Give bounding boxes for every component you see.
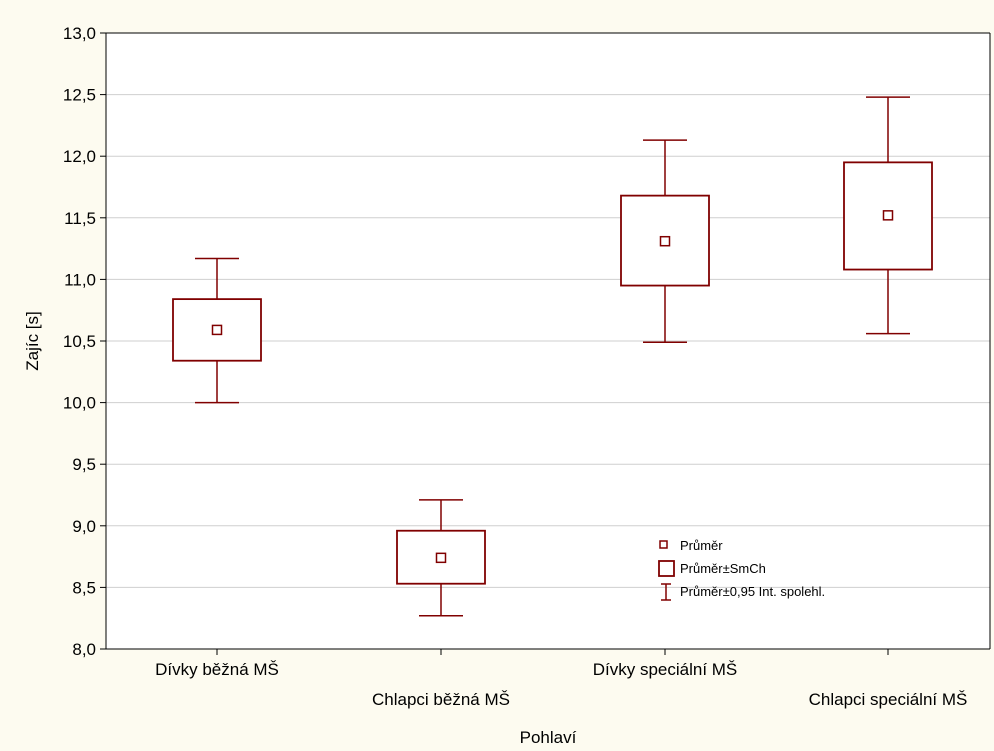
y-tick-label: 8,5 xyxy=(72,578,96,597)
y-tick-label: 8,0 xyxy=(72,640,96,659)
y-tick-label: 13,0 xyxy=(63,24,96,43)
box-group xyxy=(172,257,262,404)
y-tick-label: 12,0 xyxy=(63,147,96,166)
mean-marker xyxy=(211,324,223,336)
box-group xyxy=(843,96,933,335)
se-box xyxy=(396,529,486,585)
box-series xyxy=(172,96,933,617)
y-tick-label: 10,5 xyxy=(63,332,96,351)
y-axis-title: Zajíc [s] xyxy=(23,311,42,371)
x-axis: Dívky běžná MŠ Chlapci běžná MŠ Dívky spec… xyxy=(155,649,967,709)
legend-mean-label: Průměr xyxy=(680,538,723,553)
x-tick-label: Chlapci běžná MŠ xyxy=(372,690,510,709)
gridlines xyxy=(106,94,990,588)
legend-item-mean: Průměr xyxy=(659,538,723,553)
legend-ci-swatch xyxy=(661,583,671,601)
x-tick-label: Chlapci speciální MŠ xyxy=(809,690,968,709)
box-group xyxy=(396,499,486,617)
y-tick-label: 12,5 xyxy=(63,86,96,105)
x-tick-label: Dívky běžná MŠ xyxy=(155,660,279,679)
y-axis: 8,0 8,5 9,0 9,5 10,0 10,5 11,0 11,5 12,0 12,5 13,0 xyxy=(63,24,106,659)
box-group xyxy=(620,139,710,343)
mean-marker xyxy=(882,210,894,221)
legend-item-se: Průměr±SmCh xyxy=(658,560,766,577)
legend-ci-label: Průměr±0,95 Int. spolehl. xyxy=(680,584,825,599)
y-tick-label: 10,0 xyxy=(63,394,96,413)
y-tick-label: 9,5 xyxy=(72,455,96,474)
y-tick-label: 11,5 xyxy=(64,209,96,228)
legend-item-ci: Průměr±0,95 Int. spolehl. xyxy=(661,583,825,601)
x-axis-title: Pohlaví xyxy=(520,728,577,747)
legend-se-label: Průměr±SmCh xyxy=(680,561,766,576)
se-box xyxy=(843,161,933,271)
x-tick-label: Dívky speciální MŠ xyxy=(593,660,738,679)
y-tick-label: 11,0 xyxy=(64,270,96,289)
mean-marker xyxy=(435,552,447,564)
legend: Průměr Průměr±SmCh Průměr±0,95 Int. spol… xyxy=(658,538,825,601)
legend-mean-swatch xyxy=(659,540,668,549)
mean-marker xyxy=(659,235,671,247)
y-tick-label: 9,0 xyxy=(72,517,96,536)
legend-se-swatch xyxy=(658,560,675,577)
